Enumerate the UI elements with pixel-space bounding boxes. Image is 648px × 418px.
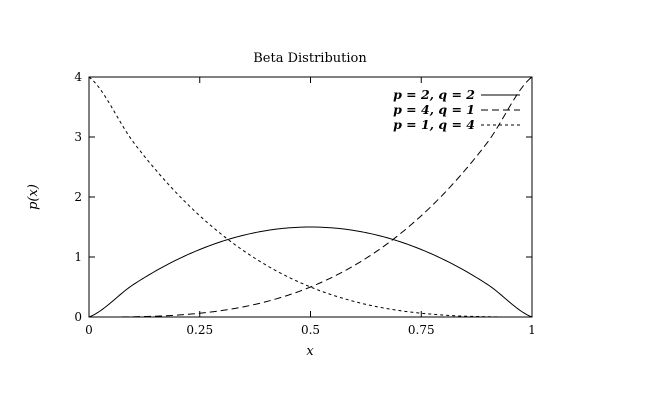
x-tick-label: 0.25 bbox=[186, 323, 213, 337]
x-tick-label: 1 bbox=[528, 323, 536, 337]
chart-title: Beta Distribution bbox=[253, 51, 367, 66]
y-tick-label: 1 bbox=[74, 250, 82, 264]
y-tick-label: 2 bbox=[74, 190, 82, 204]
series-line-3 bbox=[88, 76, 532, 318]
y-tick-label: 4 bbox=[74, 70, 82, 84]
y-axis-label: p(x) bbox=[26, 184, 41, 210]
x-axis-label: x bbox=[306, 344, 314, 359]
series-line-1 bbox=[88, 226, 533, 318]
series-line-2 bbox=[89, 76, 533, 318]
axes: 0 0.25 0.5 0.75 1 0 1 2 3 4 bbox=[74, 70, 535, 337]
x-tick-label: 0.5 bbox=[301, 323, 320, 337]
legend: p = 2, q = 2p = 4, q = 1p = 1, q = 4 bbox=[393, 87, 520, 132]
y-tick-label: 0 bbox=[74, 310, 82, 324]
legend-label-2: p = 4, q = 1 bbox=[393, 102, 475, 117]
series-lines bbox=[88, 76, 533, 318]
legend-label-1: p = 2, q = 2 bbox=[393, 87, 475, 102]
x-tick-label: 0.75 bbox=[408, 323, 435, 337]
x-tick-label: 0 bbox=[85, 323, 93, 337]
legend-label-3: p = 1, q = 4 bbox=[393, 117, 475, 132]
y-tick-label: 3 bbox=[74, 130, 82, 144]
